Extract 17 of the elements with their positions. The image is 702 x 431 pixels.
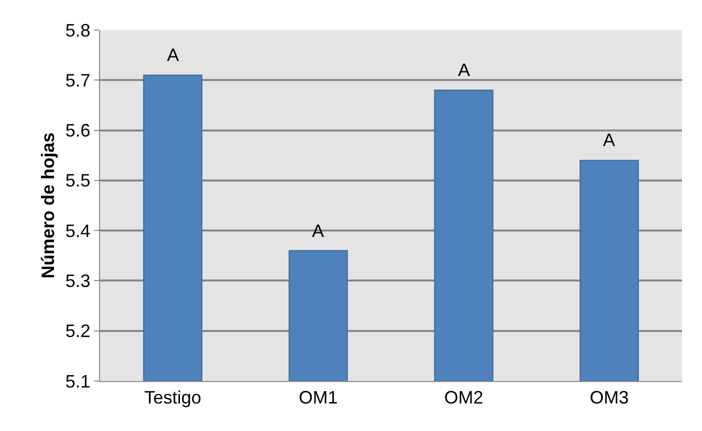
y-tick-label: 5.4 xyxy=(65,220,90,241)
annotation: A xyxy=(458,60,470,80)
y-tick-label: 5.5 xyxy=(65,170,90,191)
y-axis-title: Número de hojas xyxy=(38,132,58,279)
y-tick-label: 5.2 xyxy=(65,321,90,342)
annotation: A xyxy=(167,45,180,65)
x-tick-label: Testigo xyxy=(144,388,202,408)
y-tick-label: 5.8 xyxy=(65,20,90,40)
y-tick-label: 5.3 xyxy=(65,271,90,292)
y-tick-label: 5.1 xyxy=(65,371,90,392)
y-tick-label: 5.6 xyxy=(65,120,90,141)
x-tick-label: OM1 xyxy=(298,388,338,408)
annotation: A xyxy=(603,130,616,150)
x-tick-label: OM2 xyxy=(444,388,484,408)
annotation: A xyxy=(312,221,324,241)
x-tick-label: OM3 xyxy=(590,388,629,408)
y-tick-label: 5.7 xyxy=(65,70,90,90)
